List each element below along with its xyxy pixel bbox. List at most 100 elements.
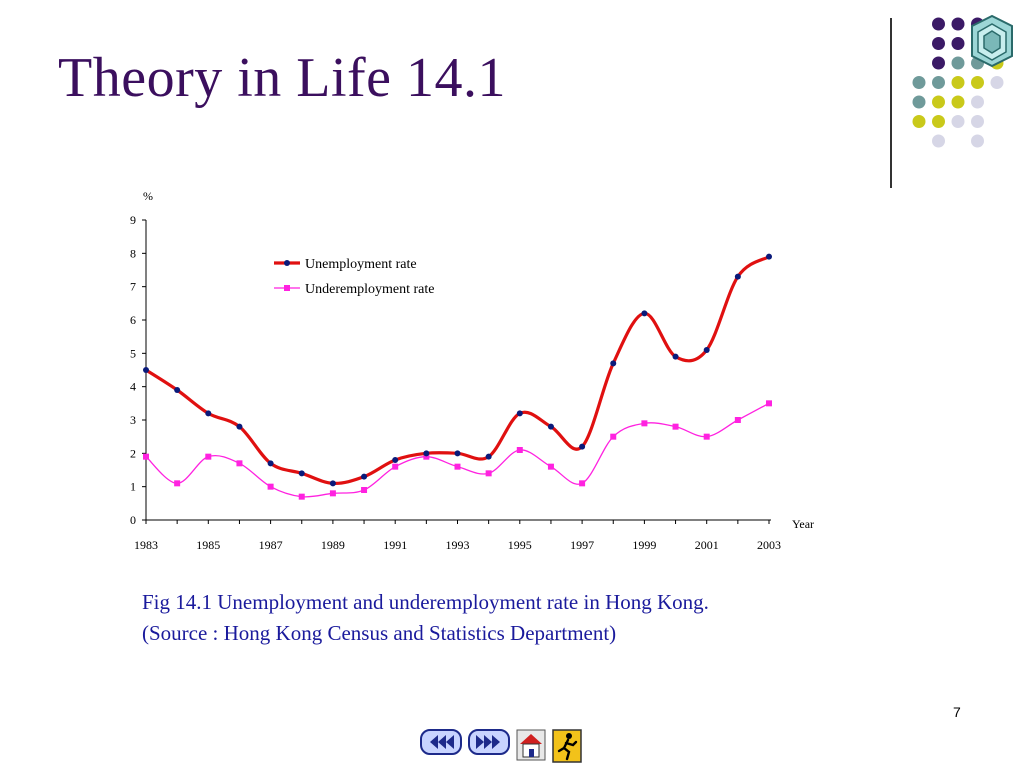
decorative-dot (971, 134, 984, 148)
y-tick-label: 0 (130, 513, 136, 527)
decorative-dot (951, 56, 965, 70)
data-point (361, 487, 368, 493)
series-line (145, 255, 770, 485)
decorative-dot (971, 115, 984, 128)
data-point (485, 453, 492, 460)
y-tick-label: 6 (130, 313, 136, 327)
decorative-dot (951, 76, 965, 89)
x-tick-label: 1991 (383, 538, 407, 552)
y-tick-label: 7 (130, 280, 136, 294)
y-axis-label: % (143, 189, 153, 203)
series-unemployment-rate (143, 253, 772, 487)
logo-icon (971, 14, 1013, 68)
data-point (205, 453, 212, 460)
data-point (329, 490, 336, 497)
data-point (143, 367, 149, 373)
x-tick-label: 1999 (632, 538, 656, 552)
y-tick-label: 2 (130, 446, 136, 460)
data-point (610, 433, 617, 440)
x-tick-label: 1989 (321, 538, 345, 552)
data-point (734, 273, 741, 280)
x-tick-label: 1995 (508, 538, 532, 552)
data-point (547, 463, 554, 470)
decorative-dot (951, 95, 965, 109)
data-point (641, 420, 648, 427)
data-point (516, 410, 523, 417)
data-point (329, 480, 336, 487)
divider-line (890, 18, 892, 188)
exit-running-man-icon[interactable] (552, 729, 582, 763)
data-point (392, 457, 399, 463)
data-point (298, 493, 305, 500)
legend-item: Unemployment rate (274, 257, 417, 272)
decorative-dot (932, 95, 945, 109)
decorative-dot (932, 37, 945, 50)
y-axis-ticks: 0 1 2 3 4 5 6 7 8 9 (130, 213, 146, 527)
x-tick-label: 2003 (757, 538, 781, 552)
chart-series (143, 253, 772, 500)
decorative-dot (912, 95, 926, 109)
legend-label: Underemployment rate (305, 282, 434, 297)
decorative-dot (951, 37, 965, 50)
decorative-dot-grid (912, 17, 1004, 148)
figure-caption: Fig 14.1 Unemployment and underemploymen… (142, 590, 709, 614)
data-point (236, 460, 243, 467)
x-axis-ticks: 1983 1985 1987 1989 1991 1993 1995 1997 1999 2001… (134, 520, 781, 552)
data-point (454, 450, 461, 457)
chart-legend: Unemployment rate Underemployment rate (274, 257, 434, 297)
decorative-dot (932, 115, 945, 128)
data-point (703, 433, 710, 440)
home-icon[interactable] (516, 729, 546, 761)
data-point (174, 387, 181, 393)
y-tick-label: 5 (130, 346, 136, 360)
data-point (547, 423, 554, 430)
data-point (423, 450, 430, 457)
decorative-dot (951, 115, 965, 128)
data-point (392, 463, 399, 470)
legend-marker (284, 285, 290, 291)
data-point (174, 480, 181, 487)
data-point (485, 470, 492, 477)
decorative-dot (932, 76, 945, 89)
data-point (454, 463, 461, 470)
forward-arrows-icon[interactable] (468, 729, 510, 755)
data-point (423, 453, 430, 460)
data-point (610, 360, 617, 367)
series-underemployment-rate (143, 400, 772, 500)
series-line (145, 402, 770, 498)
x-axis-label: Year (792, 517, 814, 531)
y-tick-label: 8 (130, 246, 136, 260)
page-number: 7 (953, 704, 961, 720)
x-tick-label: 1985 (196, 538, 220, 552)
data-point (361, 473, 368, 480)
x-tick-label: 2001 (695, 538, 719, 552)
y-tick-label: 4 (130, 380, 136, 394)
figure-source: (Source : Hong Kong Census and Statistic… (142, 621, 617, 645)
x-tick-label: 1993 (446, 538, 470, 552)
legend-item: Underemployment rate (274, 282, 434, 297)
x-tick-label: 1987 (259, 538, 283, 552)
navigation-bar (420, 729, 590, 765)
data-point (267, 483, 274, 490)
x-tick-label: 1983 (134, 538, 158, 552)
data-point (766, 400, 772, 407)
data-point (236, 423, 243, 430)
rewind-arrows-icon[interactable] (420, 729, 462, 755)
y-tick-label: 9 (130, 213, 136, 227)
data-point (672, 423, 679, 430)
data-point (267, 460, 274, 467)
data-point (205, 410, 212, 417)
decorative-dot (932, 134, 945, 148)
data-point (734, 417, 741, 423)
data-point (579, 480, 586, 487)
data-point (579, 443, 586, 450)
slide-title: Theory in Life 14.1 (58, 47, 507, 109)
decorative-dot (971, 95, 984, 109)
decorative-dot (932, 56, 945, 70)
decorative-dot (951, 17, 965, 31)
x-tick-label: 1997 (570, 538, 594, 552)
y-tick-label: 3 (130, 413, 136, 427)
decorative-dot (971, 76, 984, 89)
decorative-dot (990, 76, 1004, 89)
